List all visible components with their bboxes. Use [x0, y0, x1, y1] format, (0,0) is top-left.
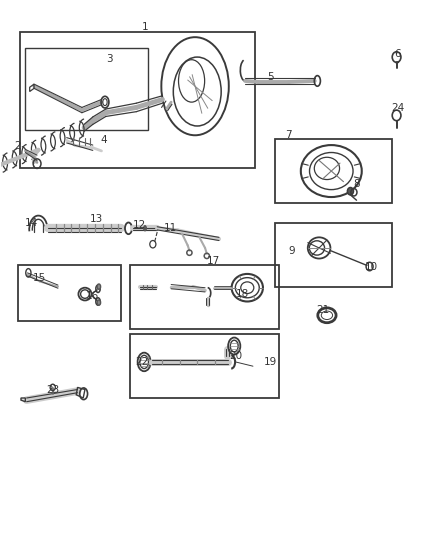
Text: 19: 19	[264, 357, 277, 367]
Ellipse shape	[97, 300, 101, 305]
Bar	[18, 265, 121, 320]
Text: 15: 15	[33, 273, 46, 283]
Ellipse shape	[97, 284, 101, 289]
Bar	[20, 32, 254, 168]
Text: 5: 5	[267, 71, 274, 82]
Text: 17: 17	[207, 256, 220, 266]
Text: 23: 23	[46, 384, 60, 394]
Text: 7: 7	[285, 130, 292, 140]
Polygon shape	[21, 398, 25, 402]
Bar	[275, 223, 392, 287]
Text: 16: 16	[86, 290, 99, 301]
Text: 1: 1	[142, 22, 148, 32]
Text: 4: 4	[100, 135, 107, 146]
Text: 20: 20	[229, 351, 242, 361]
Text: 2: 2	[14, 141, 21, 151]
Bar	[25, 48, 148, 130]
Text: 22: 22	[135, 357, 148, 367]
Text: 12: 12	[133, 220, 146, 230]
Text: 13: 13	[90, 214, 103, 224]
Circle shape	[347, 188, 353, 195]
Text: 8: 8	[353, 179, 360, 189]
Text: 14: 14	[25, 218, 38, 228]
Text: 11: 11	[164, 223, 177, 233]
Text: 21: 21	[316, 305, 329, 315]
Text: 18: 18	[237, 289, 250, 299]
Text: 9: 9	[288, 246, 295, 256]
Bar	[130, 334, 279, 398]
Text: 24: 24	[392, 103, 405, 114]
Bar	[275, 139, 392, 203]
Bar	[130, 265, 279, 329]
Text: 6: 6	[394, 50, 401, 59]
Text: 10: 10	[365, 262, 378, 271]
Text: 3: 3	[106, 54, 113, 63]
